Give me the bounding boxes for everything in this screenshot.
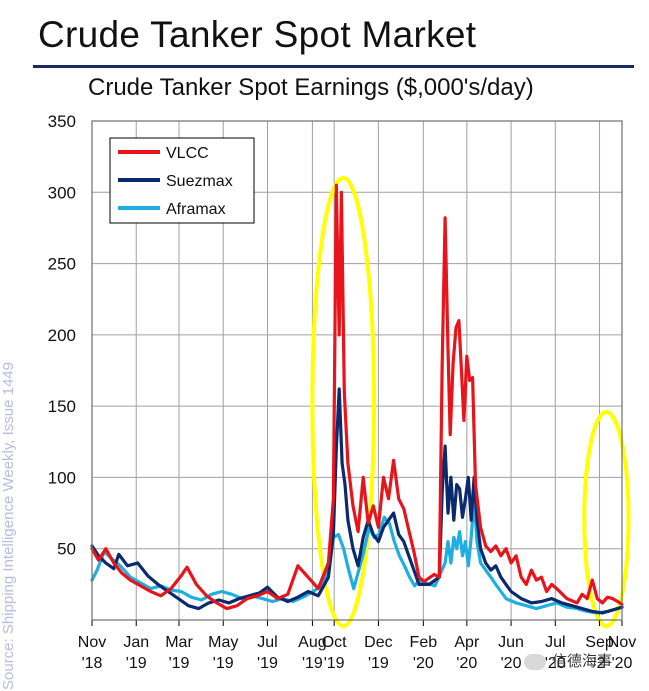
x-tick-year-label: '20 (501, 655, 522, 672)
x-tick-year-label: '19 (169, 655, 190, 672)
x-tick-label: Dec (364, 634, 392, 651)
x-tick-year-label: '19 (324, 655, 345, 672)
page-title: Crude Tanker Spot Market (38, 14, 477, 55)
y-tick-label: 250 (48, 255, 76, 274)
title-divider (33, 65, 634, 68)
axis-layer: 50 100 150 200 250 300 350 Nov '18 Jan '19 Mar '19 Ma… (48, 112, 637, 672)
x-tick-year-label: '20 (456, 655, 477, 672)
chat-bubble-icon (524, 653, 546, 670)
legend-label: VLCC (166, 145, 209, 162)
chart-title: Crude Tanker Spot Earnings ($,000's/day) (88, 74, 534, 101)
x-tick-year-label: '19 (257, 655, 278, 672)
x-tick-label: Aug (298, 634, 326, 651)
x-tick-year-label: '20 (413, 655, 434, 672)
x-tick-label: Jul (545, 634, 565, 651)
watermark: 信德海事 (524, 650, 612, 671)
series-layer (90, 183, 624, 615)
y-tick-label: 350 (48, 112, 76, 131)
x-tick-label: Oct (322, 634, 347, 651)
x-tick-label: Mar (165, 634, 193, 651)
x-tick-label: Nov (608, 634, 636, 651)
x-tick-label: Jun (498, 634, 524, 651)
y-tick-label: 150 (48, 397, 76, 416)
x-tick-label: Jan (123, 634, 149, 651)
x-tick-label: Jul (257, 634, 277, 651)
plot-frame (91, 120, 623, 621)
x-tick-year-label: '19 (302, 655, 323, 672)
y-tick-label: 300 (48, 183, 76, 202)
x-tick-year-label: '2 (594, 655, 606, 672)
x-tick-label: Feb (410, 634, 438, 651)
legend-label: Aframax (166, 201, 226, 218)
x-tick-year-label: '19 (126, 655, 147, 672)
x-tick-year-label: '19 (213, 655, 234, 672)
highlight-ellipse (582, 410, 631, 628)
legend-layer: VLCC Suezmax Aframax (109, 137, 255, 224)
y-tick-label: 100 (48, 468, 76, 487)
y-tick-label: 200 (48, 326, 76, 345)
series-line-vlcc (90, 183, 624, 611)
x-tick-year-label: '20 (612, 655, 633, 672)
y-tick-label: 50 (57, 540, 76, 559)
x-tick-year-label: '20 (545, 655, 566, 672)
x-tick-label: May (208, 634, 238, 651)
x-tick-label: Nov (78, 634, 106, 651)
x-tick-year-label: '19 (368, 655, 389, 672)
legend-label: Suezmax (166, 173, 233, 190)
x-tick-label: Sep (585, 634, 614, 651)
x-tick-label: Apr (454, 634, 480, 651)
highlight-layer (310, 176, 631, 628)
highlight-ellipse (310, 176, 377, 628)
series-line-suezmax (90, 387, 624, 615)
watermark-text: 信德海事 (552, 652, 613, 670)
x-tick-year-label: '18 (82, 655, 103, 672)
